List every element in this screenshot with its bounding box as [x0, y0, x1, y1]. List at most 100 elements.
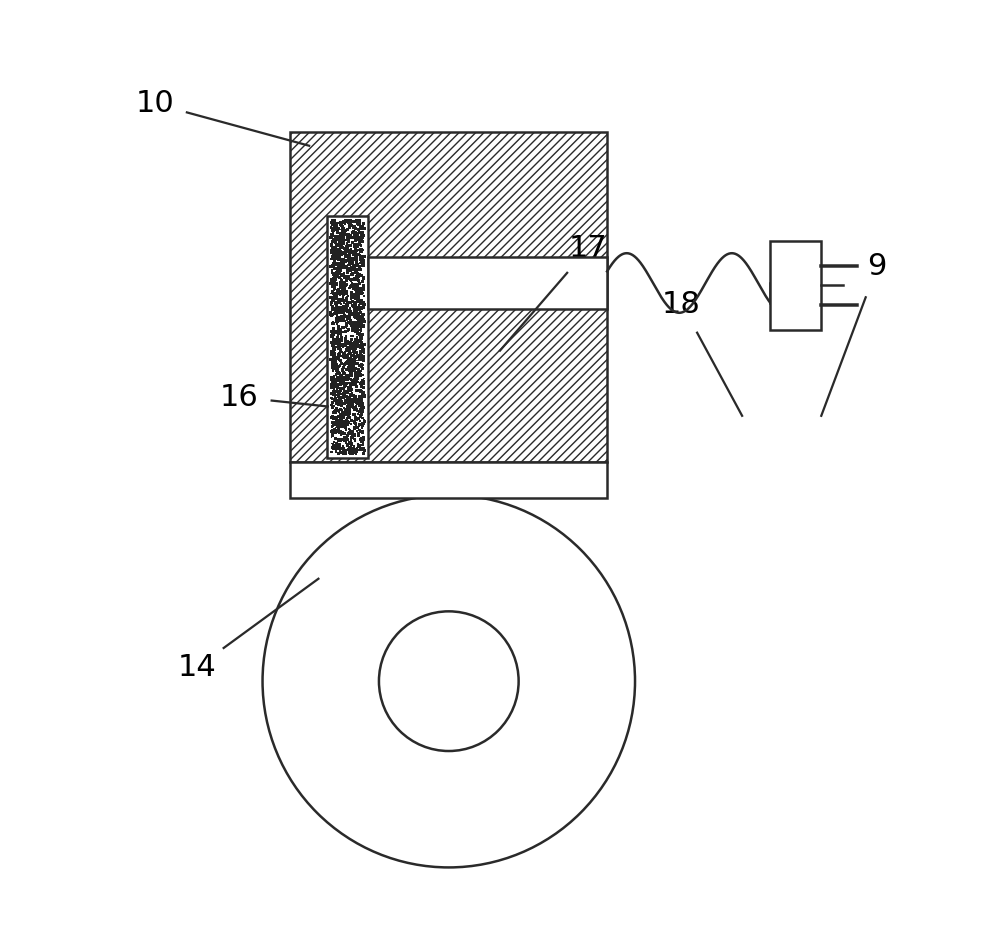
Point — [355, 446, 371, 460]
Point — [327, 304, 343, 319]
Point — [325, 333, 341, 347]
Point — [331, 251, 347, 266]
Point — [351, 237, 367, 252]
Point — [337, 420, 353, 435]
Point — [346, 420, 362, 435]
Point — [345, 299, 361, 314]
Point — [336, 312, 352, 327]
Point — [346, 439, 362, 454]
Point — [349, 214, 365, 229]
Point — [323, 306, 339, 321]
Point — [326, 268, 342, 283]
Point — [335, 442, 351, 457]
Point — [331, 261, 347, 276]
Point — [324, 218, 340, 233]
Point — [350, 436, 366, 451]
Point — [346, 301, 362, 316]
Point — [346, 305, 362, 320]
Point — [345, 336, 361, 351]
Point — [329, 332, 345, 347]
Point — [343, 373, 359, 388]
Point — [338, 269, 354, 284]
Point — [343, 278, 359, 293]
Point — [337, 259, 353, 274]
Point — [329, 251, 345, 266]
Point — [332, 358, 348, 373]
Point — [342, 307, 358, 322]
Point — [346, 403, 362, 417]
Point — [327, 246, 343, 261]
Point — [334, 330, 350, 345]
Point — [324, 243, 340, 258]
Point — [339, 385, 355, 400]
Point — [345, 235, 361, 250]
Point — [351, 262, 367, 276]
Point — [325, 292, 341, 307]
Point — [328, 420, 344, 435]
Point — [343, 306, 359, 321]
Point — [334, 417, 350, 432]
Point — [323, 410, 339, 425]
Point — [342, 380, 358, 395]
Point — [350, 222, 366, 237]
Point — [335, 339, 351, 354]
Point — [342, 361, 358, 376]
Point — [339, 376, 355, 391]
Point — [355, 437, 371, 452]
Point — [346, 276, 362, 291]
Point — [326, 434, 342, 449]
Point — [324, 324, 340, 339]
Point — [339, 443, 355, 458]
Point — [332, 232, 348, 247]
Point — [351, 365, 367, 380]
Point — [335, 284, 351, 299]
Point — [339, 402, 355, 417]
Point — [331, 403, 347, 418]
Point — [355, 270, 371, 285]
Point — [332, 243, 348, 258]
Point — [337, 389, 353, 404]
Point — [338, 417, 354, 432]
Point — [347, 221, 363, 236]
Point — [341, 315, 357, 330]
Point — [345, 361, 361, 376]
Point — [345, 281, 361, 296]
Point — [340, 322, 356, 337]
Point — [349, 226, 365, 241]
Point — [329, 262, 345, 277]
Point — [355, 299, 371, 314]
Point — [338, 413, 354, 428]
Point — [343, 312, 359, 327]
Point — [330, 230, 346, 245]
Point — [348, 350, 364, 365]
Point — [340, 400, 356, 415]
Point — [329, 316, 345, 331]
Point — [354, 328, 370, 343]
Point — [352, 423, 368, 438]
Point — [346, 334, 362, 349]
Point — [344, 266, 360, 281]
Point — [340, 381, 356, 396]
Point — [347, 264, 363, 279]
Point — [342, 400, 358, 415]
Point — [341, 409, 357, 424]
Point — [349, 284, 365, 299]
Point — [333, 272, 349, 287]
Point — [356, 312, 372, 327]
Point — [331, 364, 347, 379]
Point — [335, 360, 351, 375]
Point — [329, 283, 345, 298]
Point — [340, 416, 356, 431]
Point — [326, 347, 342, 361]
Point — [355, 353, 371, 368]
Point — [346, 296, 362, 311]
Point — [326, 322, 342, 337]
Point — [329, 331, 345, 346]
Point — [346, 347, 362, 362]
Point — [329, 385, 345, 400]
Point — [340, 298, 356, 313]
Point — [342, 394, 358, 409]
Point — [332, 410, 348, 425]
Point — [327, 359, 343, 374]
Point — [351, 358, 367, 373]
